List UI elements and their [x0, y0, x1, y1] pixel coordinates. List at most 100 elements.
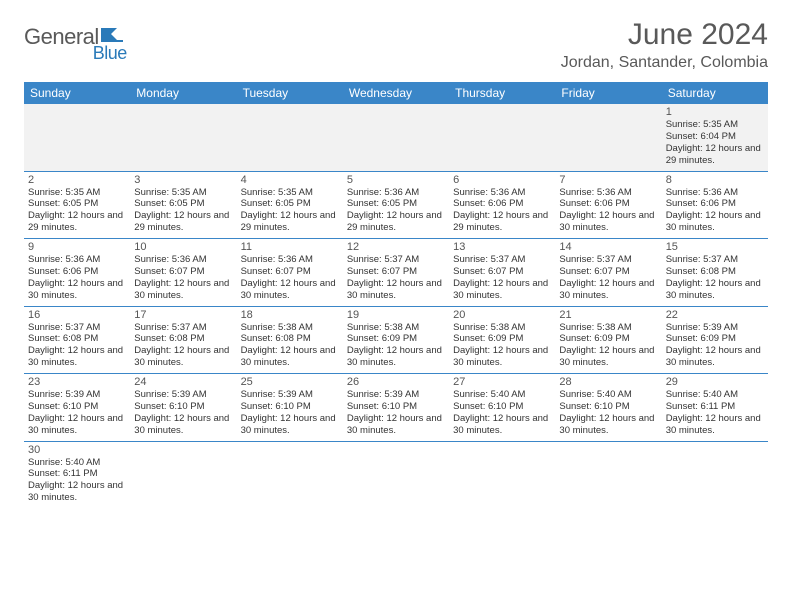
daylight-line: Daylight: 12 hours and 29 minutes. [666, 143, 764, 167]
sunrise-line: Sunrise: 5:35 AM [134, 187, 232, 199]
daylight-line: Daylight: 12 hours and 30 minutes. [241, 278, 339, 302]
calendar-cell: 2Sunrise: 5:35 AMSunset: 6:05 PMDaylight… [24, 172, 130, 239]
calendar-cell [449, 442, 555, 509]
day-number: 1 [666, 106, 764, 118]
sunrise-line: Sunrise: 5:38 AM [453, 322, 551, 334]
sunset-line: Sunset: 6:10 PM [453, 401, 551, 413]
sunset-line: Sunset: 6:08 PM [134, 333, 232, 345]
calendar-cell [662, 442, 768, 509]
calendar-cell [343, 442, 449, 509]
sunrise-line: Sunrise: 5:40 AM [666, 389, 764, 401]
week-row: 9Sunrise: 5:36 AMSunset: 6:06 PMDaylight… [24, 239, 768, 307]
sunrise-line: Sunrise: 5:37 AM [453, 254, 551, 266]
sunrise-line: Sunrise: 5:35 AM [666, 119, 764, 131]
sunrise-line: Sunrise: 5:40 AM [559, 389, 657, 401]
calendar-cell: 16Sunrise: 5:37 AMSunset: 6:08 PMDayligh… [24, 307, 130, 374]
calendar-cell: 15Sunrise: 5:37 AMSunset: 6:08 PMDayligh… [662, 239, 768, 306]
sunset-line: Sunset: 6:05 PM [347, 198, 445, 210]
sunrise-line: Sunrise: 5:37 AM [559, 254, 657, 266]
day-header: Friday [555, 82, 661, 104]
daylight-line: Daylight: 12 hours and 30 minutes. [666, 210, 764, 234]
daylight-line: Daylight: 12 hours and 30 minutes. [453, 345, 551, 369]
sunrise-line: Sunrise: 5:36 AM [453, 187, 551, 199]
daylight-line: Daylight: 12 hours and 30 minutes. [666, 413, 764, 437]
sunset-line: Sunset: 6:05 PM [28, 198, 126, 210]
calendar-cell: 6Sunrise: 5:36 AMSunset: 6:06 PMDaylight… [449, 172, 555, 239]
daylight-line: Daylight: 12 hours and 30 minutes. [28, 480, 126, 504]
daylight-line: Daylight: 12 hours and 30 minutes. [347, 345, 445, 369]
sunrise-line: Sunrise: 5:39 AM [241, 389, 339, 401]
month-title: June 2024 [561, 18, 768, 52]
calendar-cell [449, 104, 555, 171]
sunrise-line: Sunrise: 5:35 AM [241, 187, 339, 199]
calendar-cell: 26Sunrise: 5:39 AMSunset: 6:10 PMDayligh… [343, 374, 449, 441]
day-number: 14 [559, 241, 657, 253]
weeks-container: 1Sunrise: 5:35 AMSunset: 6:04 PMDaylight… [24, 104, 768, 508]
day-number: 6 [453, 174, 551, 186]
week-row: 23Sunrise: 5:39 AMSunset: 6:10 PMDayligh… [24, 374, 768, 442]
calendar-cell: 1Sunrise: 5:35 AMSunset: 6:04 PMDaylight… [662, 104, 768, 171]
day-number: 9 [28, 241, 126, 253]
calendar-cell: 23Sunrise: 5:39 AMSunset: 6:10 PMDayligh… [24, 374, 130, 441]
daylight-line: Daylight: 12 hours and 29 minutes. [241, 210, 339, 234]
day-number: 4 [241, 174, 339, 186]
day-number: 7 [559, 174, 657, 186]
daylight-line: Daylight: 12 hours and 29 minutes. [134, 210, 232, 234]
calendar-cell [24, 104, 130, 171]
day-number: 30 [28, 444, 126, 456]
day-number: 23 [28, 376, 126, 388]
day-number: 13 [453, 241, 551, 253]
daylight-line: Daylight: 12 hours and 30 minutes. [559, 278, 657, 302]
calendar-cell: 21Sunrise: 5:38 AMSunset: 6:09 PMDayligh… [555, 307, 661, 374]
day-number: 27 [453, 376, 551, 388]
calendar-cell [130, 104, 236, 171]
sunset-line: Sunset: 6:10 PM [241, 401, 339, 413]
calendar-cell: 19Sunrise: 5:38 AMSunset: 6:09 PMDayligh… [343, 307, 449, 374]
sunrise-line: Sunrise: 5:38 AM [241, 322, 339, 334]
day-number: 20 [453, 309, 551, 321]
daylight-line: Daylight: 12 hours and 30 minutes. [28, 278, 126, 302]
sunrise-line: Sunrise: 5:36 AM [241, 254, 339, 266]
daylight-line: Daylight: 12 hours and 30 minutes. [453, 278, 551, 302]
calendar-cell [555, 442, 661, 509]
day-number: 21 [559, 309, 657, 321]
brand-text-part1: General [24, 24, 99, 50]
calendar-cell: 25Sunrise: 5:39 AMSunset: 6:10 PMDayligh… [237, 374, 343, 441]
daylight-line: Daylight: 12 hours and 30 minutes. [134, 345, 232, 369]
sunset-line: Sunset: 6:09 PM [666, 333, 764, 345]
day-number: 29 [666, 376, 764, 388]
day-number: 28 [559, 376, 657, 388]
daylight-line: Daylight: 12 hours and 30 minutes. [134, 413, 232, 437]
calendar-cell [237, 442, 343, 509]
calendar: SundayMondayTuesdayWednesdayThursdayFrid… [24, 82, 768, 508]
daylight-line: Daylight: 12 hours and 29 minutes. [347, 210, 445, 234]
daylight-line: Daylight: 12 hours and 30 minutes. [347, 278, 445, 302]
sunrise-line: Sunrise: 5:37 AM [134, 322, 232, 334]
day-number: 10 [134, 241, 232, 253]
calendar-cell: 11Sunrise: 5:36 AMSunset: 6:07 PMDayligh… [237, 239, 343, 306]
sunset-line: Sunset: 6:06 PM [666, 198, 764, 210]
sunset-line: Sunset: 6:07 PM [453, 266, 551, 278]
daylight-line: Daylight: 12 hours and 29 minutes. [28, 210, 126, 234]
day-number: 11 [241, 241, 339, 253]
sunset-line: Sunset: 6:10 PM [559, 401, 657, 413]
sunset-line: Sunset: 6:09 PM [453, 333, 551, 345]
sunset-line: Sunset: 6:08 PM [241, 333, 339, 345]
sunset-line: Sunset: 6:05 PM [134, 198, 232, 210]
calendar-cell: 24Sunrise: 5:39 AMSunset: 6:10 PMDayligh… [130, 374, 236, 441]
sunset-line: Sunset: 6:10 PM [347, 401, 445, 413]
sunrise-line: Sunrise: 5:36 AM [347, 187, 445, 199]
sunrise-line: Sunrise: 5:36 AM [666, 187, 764, 199]
calendar-cell: 14Sunrise: 5:37 AMSunset: 6:07 PMDayligh… [555, 239, 661, 306]
sunset-line: Sunset: 6:11 PM [28, 468, 126, 480]
sunrise-line: Sunrise: 5:39 AM [134, 389, 232, 401]
sunrise-line: Sunrise: 5:39 AM [347, 389, 445, 401]
daylight-line: Daylight: 12 hours and 30 minutes. [559, 210, 657, 234]
calendar-cell: 12Sunrise: 5:37 AMSunset: 6:07 PMDayligh… [343, 239, 449, 306]
calendar-cell: 22Sunrise: 5:39 AMSunset: 6:09 PMDayligh… [662, 307, 768, 374]
day-number: 12 [347, 241, 445, 253]
header: General Blue June 2024 Jordan, Santander… [24, 18, 768, 72]
day-number: 3 [134, 174, 232, 186]
week-row: 2Sunrise: 5:35 AMSunset: 6:05 PMDaylight… [24, 172, 768, 240]
sunrise-line: Sunrise: 5:37 AM [666, 254, 764, 266]
